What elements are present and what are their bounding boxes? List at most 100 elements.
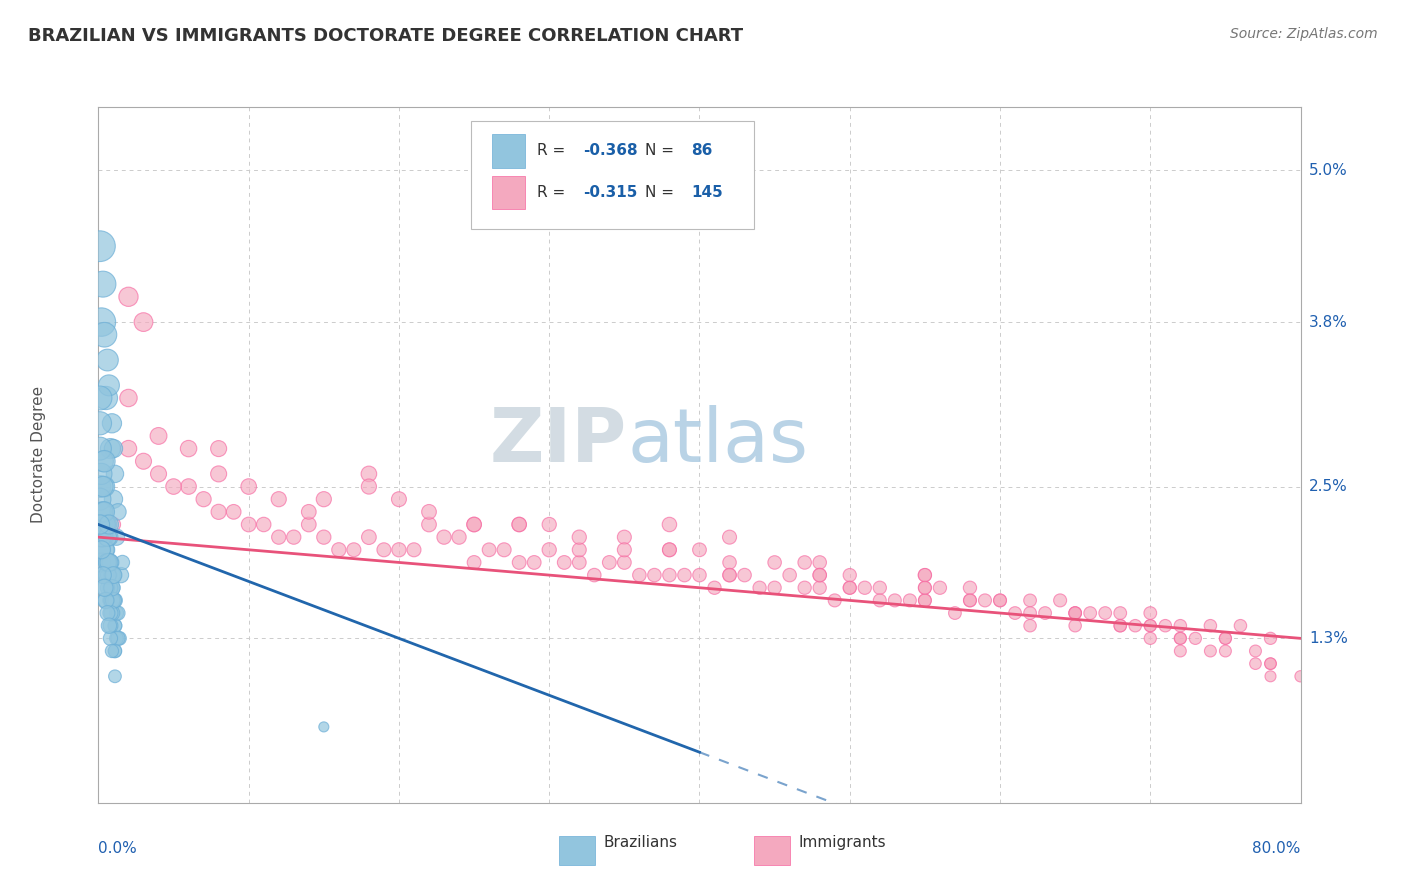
Point xyxy=(1170,632,1192,646)
Point xyxy=(107,632,129,646)
Point xyxy=(298,505,321,519)
Point xyxy=(90,542,112,557)
Point xyxy=(238,517,260,532)
Point xyxy=(1139,618,1161,632)
Point xyxy=(107,505,129,519)
Point xyxy=(90,530,112,544)
Point xyxy=(312,492,335,507)
Point xyxy=(101,417,124,431)
Point xyxy=(97,568,120,582)
Point xyxy=(1170,644,1192,658)
Point xyxy=(94,593,117,607)
Point xyxy=(103,593,125,607)
Point xyxy=(1078,606,1101,620)
Text: Brazilians: Brazilians xyxy=(603,835,678,850)
Point xyxy=(94,391,117,405)
Point xyxy=(914,593,936,607)
Point xyxy=(1139,618,1161,632)
Point xyxy=(90,542,112,557)
Point xyxy=(91,517,114,532)
Point xyxy=(117,442,139,456)
FancyBboxPatch shape xyxy=(558,836,595,865)
Point xyxy=(494,542,516,557)
Point xyxy=(1260,657,1282,671)
Point xyxy=(103,593,125,607)
Point xyxy=(104,669,127,683)
Point xyxy=(222,505,245,519)
Point xyxy=(162,479,184,493)
Point xyxy=(148,467,170,481)
Point xyxy=(914,568,936,582)
Point xyxy=(93,479,115,493)
Point xyxy=(96,556,118,570)
Point xyxy=(824,593,846,607)
Point xyxy=(1154,618,1177,632)
Point xyxy=(283,530,305,544)
Point xyxy=(658,542,681,557)
Point xyxy=(267,492,290,507)
Point xyxy=(463,517,485,532)
Point xyxy=(101,644,124,658)
Point xyxy=(808,556,831,570)
Point xyxy=(132,454,155,468)
Point xyxy=(103,568,125,582)
Point xyxy=(110,568,132,582)
Point xyxy=(1244,644,1267,658)
Text: atlas: atlas xyxy=(627,404,808,477)
Point xyxy=(402,542,425,557)
Point xyxy=(808,581,831,595)
Point xyxy=(91,568,114,582)
Text: Source: ZipAtlas.com: Source: ZipAtlas.com xyxy=(1230,27,1378,41)
Point xyxy=(100,581,122,595)
Point xyxy=(869,593,891,607)
Point xyxy=(1019,593,1042,607)
Point xyxy=(838,581,860,595)
Point xyxy=(100,442,122,456)
Point xyxy=(523,556,546,570)
Point xyxy=(1215,632,1237,646)
Point xyxy=(658,568,681,582)
Point xyxy=(658,517,681,532)
Text: Doctorate Degree: Doctorate Degree xyxy=(31,386,46,524)
Point xyxy=(208,505,231,519)
Point xyxy=(869,581,891,595)
Point xyxy=(104,618,127,632)
Point xyxy=(853,581,876,595)
Point xyxy=(883,593,905,607)
Point xyxy=(89,417,111,431)
Point xyxy=(658,542,681,557)
Point xyxy=(718,568,741,582)
Point xyxy=(97,581,120,595)
Point xyxy=(1199,618,1222,632)
Point xyxy=(100,606,122,620)
Point xyxy=(97,530,120,544)
Point xyxy=(253,517,276,532)
Point xyxy=(1184,632,1206,646)
Point xyxy=(373,542,395,557)
Point xyxy=(101,593,124,607)
Point xyxy=(93,454,115,468)
Point xyxy=(104,593,127,607)
Point xyxy=(1260,632,1282,646)
Point xyxy=(97,517,120,532)
Point xyxy=(988,593,1011,607)
Point xyxy=(312,530,335,544)
Point xyxy=(96,517,118,532)
Point xyxy=(1215,644,1237,658)
Point xyxy=(538,517,561,532)
Point xyxy=(748,581,770,595)
Point xyxy=(101,568,124,582)
Point xyxy=(97,556,120,570)
Point xyxy=(100,632,122,646)
Text: 0.0%: 0.0% xyxy=(98,841,138,856)
Point xyxy=(103,442,125,456)
Point xyxy=(91,277,114,292)
Point xyxy=(103,568,125,582)
Point xyxy=(974,593,997,607)
Point xyxy=(93,581,115,595)
Point xyxy=(1109,618,1132,632)
Point xyxy=(613,530,636,544)
Point xyxy=(94,542,117,557)
Point xyxy=(447,530,470,544)
Point xyxy=(97,378,120,392)
